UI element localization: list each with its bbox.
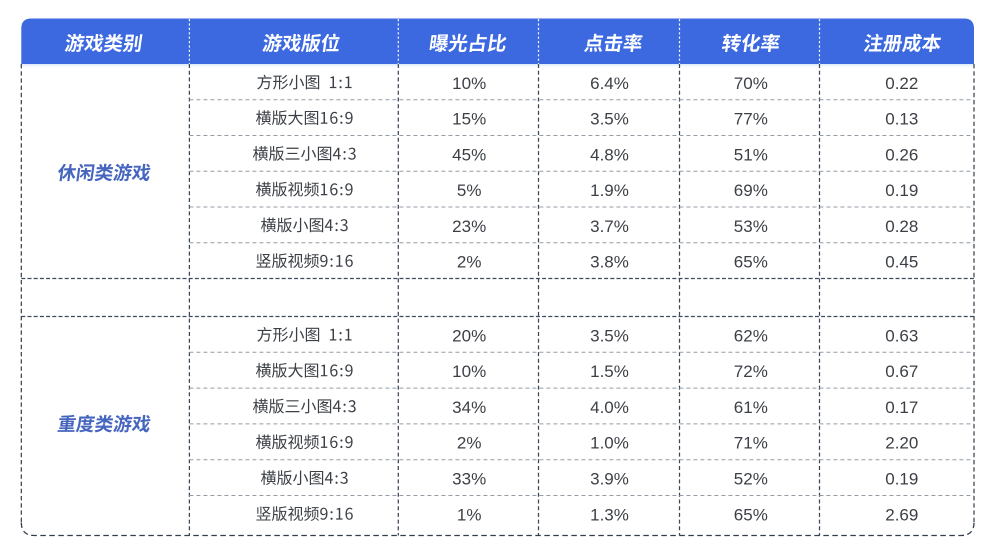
svg-text:3.5%: 3.5%	[590, 110, 629, 129]
svg-text:53%: 53%	[734, 217, 768, 236]
svg-text:69%: 69%	[734, 181, 768, 200]
svg-text:6.4%: 6.4%	[590, 74, 629, 93]
svg-text:71%: 71%	[734, 434, 768, 453]
svg-text:0.17: 0.17	[885, 398, 918, 417]
svg-text:70%: 70%	[734, 74, 768, 93]
svg-text:3.5%: 3.5%	[590, 326, 629, 345]
svg-text:23%: 23%	[452, 217, 486, 236]
svg-text:2%: 2%	[457, 434, 482, 453]
svg-text:0.28: 0.28	[885, 217, 918, 236]
svg-text:1.0%: 1.0%	[590, 434, 629, 453]
svg-text:0.63: 0.63	[885, 326, 918, 345]
svg-text:77%: 77%	[734, 110, 768, 129]
svg-text:4.8%: 4.8%	[590, 145, 629, 164]
svg-text:15%: 15%	[452, 110, 486, 129]
svg-text:0.45: 0.45	[885, 253, 918, 272]
svg-text:0.13: 0.13	[885, 110, 918, 129]
svg-text:33%: 33%	[452, 470, 486, 489]
svg-text:0.22: 0.22	[885, 74, 918, 93]
svg-text:45%: 45%	[452, 145, 486, 164]
svg-text:20%: 20%	[452, 326, 486, 345]
svg-text:4.0%: 4.0%	[590, 398, 629, 417]
svg-text:10%: 10%	[452, 74, 486, 93]
svg-text:51%: 51%	[734, 145, 768, 164]
svg-text:5%: 5%	[457, 181, 482, 200]
svg-text:0.67: 0.67	[885, 362, 918, 381]
svg-text:1%: 1%	[457, 505, 482, 524]
svg-text:1.5%: 1.5%	[590, 362, 629, 381]
svg-text:61%: 61%	[734, 398, 768, 417]
svg-text:52%: 52%	[734, 470, 768, 489]
svg-text:0.19: 0.19	[885, 181, 918, 200]
svg-text:0.19: 0.19	[885, 470, 918, 489]
svg-text:72%: 72%	[734, 362, 768, 381]
svg-text:10%: 10%	[452, 362, 486, 381]
svg-text:34%: 34%	[452, 398, 486, 417]
svg-text:3.9%: 3.9%	[590, 470, 629, 489]
svg-text:65%: 65%	[734, 505, 768, 524]
svg-text:2.69: 2.69	[885, 505, 918, 524]
svg-text:3.8%: 3.8%	[590, 253, 629, 272]
svg-text:2%: 2%	[457, 253, 482, 272]
svg-text:1.9%: 1.9%	[590, 181, 629, 200]
svg-text:65%: 65%	[734, 253, 768, 272]
svg-text:62%: 62%	[734, 326, 768, 345]
svg-text:2.20: 2.20	[885, 434, 918, 453]
svg-text:3.7%: 3.7%	[590, 217, 629, 236]
svg-text:1.3%: 1.3%	[590, 505, 629, 524]
svg-text:0.26: 0.26	[885, 145, 918, 164]
